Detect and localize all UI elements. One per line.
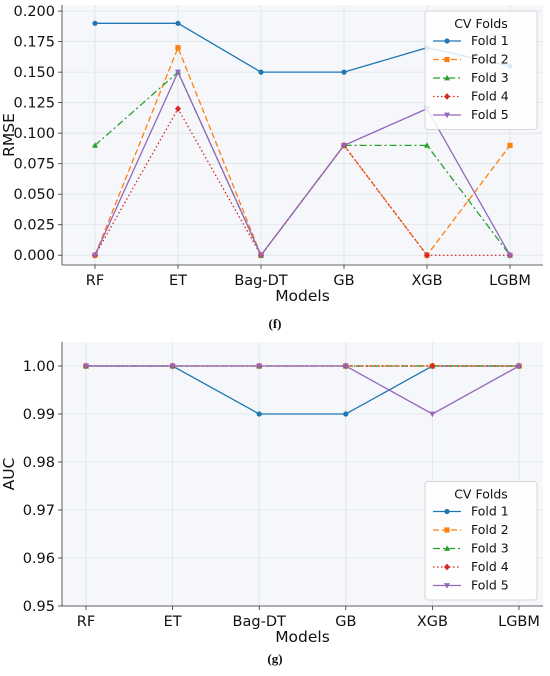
x-tick-label: RF: [86, 273, 104, 289]
legend: CV Folds Fold 1 Fold 2 Fold 3 Fold 4 Fold 5: [424, 10, 538, 130]
y-tick-label: 0.95: [23, 599, 55, 615]
data-point: [256, 411, 262, 417]
y-tick-label: 1.00: [23, 359, 55, 375]
y-tick-label: 0.125: [13, 96, 55, 112]
x-axis-label: Models: [275, 628, 330, 646]
data-point: [175, 105, 181, 113]
legend-marker: [444, 563, 450, 571]
y-tick-label: 0.98: [23, 455, 55, 471]
data-point: [342, 363, 349, 370]
y-tick-label: 0.025: [13, 218, 55, 234]
legend-title: CV Folds: [454, 16, 508, 31]
legend-label: Fold 3: [471, 70, 509, 85]
data-point: [341, 69, 347, 75]
series-line-fold-5: [94, 70, 511, 257]
legend-label: Fold 3: [471, 541, 509, 556]
legend-marker: [444, 93, 450, 100]
x-tick-label: Bag-DT: [233, 614, 286, 630]
data-point: [169, 363, 176, 370]
y-tick-label: 0.99: [23, 407, 55, 423]
legend-label: Fold 1: [471, 504, 509, 519]
x-tick-label: XGB: [411, 273, 442, 289]
data-point: [92, 142, 98, 148]
chart-auc: 0.95 0.96 0.97 0.98 0.99 1.00 RF ET Bag-DT GB XGB L…: [0, 342, 543, 646]
legend-label: Fold 1: [471, 33, 509, 48]
x-tick-label: RF: [77, 614, 95, 630]
x-tick-label: ET: [169, 273, 187, 289]
y-tick-label: 0.075: [13, 157, 55, 173]
y-tick-label: 0.000: [13, 248, 55, 264]
x-tick-label: ET: [164, 614, 182, 630]
data-point: [343, 411, 349, 417]
legend-marker: [444, 38, 450, 44]
series-line-fold-5: [86, 365, 520, 415]
x-tick-label: LGBM: [489, 273, 531, 289]
caption-f: (f): [269, 316, 282, 331]
y-tick-label: 0.175: [13, 35, 55, 51]
legend-label: Fold 5: [471, 578, 509, 593]
y-axis-label: AUC: [0, 458, 18, 491]
data-point: [92, 252, 98, 259]
data-point: [341, 142, 347, 149]
data-point: [256, 363, 263, 370]
legend-marker: [444, 112, 450, 119]
legend-marker: [444, 545, 450, 551]
data-point: [507, 252, 513, 259]
data-point: [424, 251, 430, 259]
legend-label: Fold 4: [471, 559, 509, 574]
x-tick-label: Bag-DT: [234, 273, 287, 289]
y-tick-label: 0.050: [13, 187, 55, 203]
data-point: [92, 20, 98, 26]
data-point: [258, 252, 264, 259]
data-point: [175, 45, 181, 51]
y-tick-label: 0.150: [13, 65, 55, 81]
data-point: [175, 20, 181, 26]
legend-label: Fold 4: [471, 89, 509, 104]
data-point: [429, 362, 436, 370]
legend-label: Fold 2: [471, 52, 509, 67]
data-point: [175, 69, 181, 76]
legend-label: Fold 5: [471, 107, 509, 122]
legend-label: Fold 2: [471, 522, 509, 537]
y-tick-label: 0.97: [23, 503, 55, 519]
y-axis-label: RMSE: [0, 113, 18, 157]
y-tick-label: 0.96: [23, 551, 55, 567]
legend-title: CV Folds: [454, 487, 508, 502]
x-tick-label: GB: [333, 273, 354, 289]
data-point: [429, 411, 436, 418]
legend-marker: [444, 508, 450, 515]
chart-rmse: 0.000 0.025 0.050 0.075 0.100 0.125 0.150 0.175…: [0, 4, 543, 305]
data-point: [258, 69, 264, 75]
y-tick-label: 0.200: [13, 4, 55, 20]
caption-g: (g): [267, 651, 282, 666]
series-line-fold-4: [94, 107, 510, 257]
x-tick-label: LGBM: [498, 614, 540, 630]
y-tick-label: 0.100: [13, 126, 55, 142]
x-tick-label: XGB: [417, 614, 448, 630]
data-point: [516, 363, 522, 370]
legend-marker: [444, 583, 450, 589]
legend: CV Folds Fold 1 Fold 2 Fold 3 Fold 4 Fold 5: [424, 481, 538, 601]
x-axis-label: Models: [275, 287, 330, 305]
legend-marker: [444, 74, 450, 81]
legend-marker: [444, 527, 450, 533]
series-fold-5: [83, 363, 522, 418]
x-tick-label: GB: [335, 614, 356, 630]
data-point: [424, 142, 430, 148]
data-point: [83, 363, 89, 370]
data-point: [507, 142, 513, 148]
legend-marker: [444, 56, 450, 63]
